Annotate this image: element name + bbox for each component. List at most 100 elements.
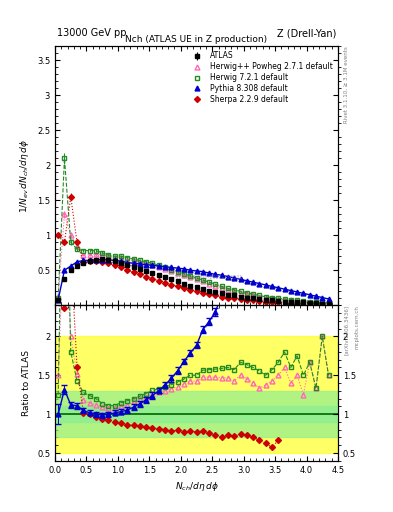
Herwig++ Powheg 2.7.1 default (138, 259, 142, 265)
Herwig++ Powheg 2.7.1 default (62, 211, 67, 217)
Sherpa 2.2.9 default (207, 291, 211, 297)
Herwig++ Powheg 2.7.1 default (194, 276, 199, 283)
Pythia 8.308 default (238, 276, 243, 283)
Title: Nch (ATLAS UE in Z production): Nch (ATLAS UE in Z production) (125, 35, 268, 44)
Pythia 8.308 default (138, 261, 142, 267)
Sherpa 2.2.9 default (119, 264, 123, 270)
Herwig++ Powheg 2.7.1 default (207, 281, 211, 287)
Herwig++ Powheg 2.7.1 default (150, 262, 155, 268)
Herwig++ Powheg 2.7.1 default (251, 292, 255, 298)
Pythia 8.308 default (131, 260, 136, 266)
Pythia 8.308 default (288, 288, 293, 294)
Herwig 7.2.1 default (131, 256, 136, 262)
Sherpa 2.2.9 default (131, 269, 136, 275)
Herwig 7.2.1 default (75, 246, 79, 252)
Herwig 7.2.1 default (144, 259, 149, 265)
Herwig++ Powheg 2.7.1 default (257, 294, 262, 300)
Sherpa 2.2.9 default (226, 294, 230, 301)
Herwig++ Powheg 2.7.1 default (270, 295, 274, 302)
Pythia 8.308 default (257, 281, 262, 287)
Pythia 8.308 default (94, 257, 98, 263)
Herwig 7.2.1 default (87, 248, 92, 254)
Sherpa 2.2.9 default (200, 290, 205, 296)
Sherpa 2.2.9 default (75, 239, 79, 245)
Pythia 8.308 default (100, 257, 105, 263)
Herwig 7.2.1 default (56, 295, 61, 302)
Herwig++ Powheg 2.7.1 default (175, 270, 180, 276)
Line: Pythia 8.308 default: Pythia 8.308 default (56, 258, 331, 302)
Sherpa 2.2.9 default (251, 297, 255, 304)
Sherpa 2.2.9 default (270, 300, 274, 306)
Pythia 8.308 default (188, 267, 193, 273)
Herwig++ Powheg 2.7.1 default (320, 300, 325, 306)
Sherpa 2.2.9 default (188, 287, 193, 293)
Herwig 7.2.1 default (68, 239, 73, 245)
Herwig 7.2.1 default (226, 285, 230, 291)
Herwig++ Powheg 2.7.1 default (244, 291, 249, 297)
Pythia 8.308 default (320, 294, 325, 301)
Text: mcplots.cern.ch: mcplots.cern.ch (355, 305, 360, 349)
Herwig 7.2.1 default (81, 248, 86, 254)
Herwig++ Powheg 2.7.1 default (276, 296, 281, 302)
Line: Sherpa 2.2.9 default: Sherpa 2.2.9 default (56, 195, 280, 305)
Sherpa 2.2.9 default (263, 298, 268, 305)
Herwig++ Powheg 2.7.1 default (68, 232, 73, 238)
Pythia 8.308 default (182, 266, 186, 272)
Herwig 7.2.1 default (320, 300, 325, 306)
Line: Herwig 7.2.1 default: Herwig 7.2.1 default (56, 156, 331, 306)
Herwig++ Powheg 2.7.1 default (144, 260, 149, 266)
Sherpa 2.2.9 default (232, 295, 237, 302)
Pythia 8.308 default (213, 271, 218, 278)
Sherpa 2.2.9 default (144, 273, 149, 280)
Sherpa 2.2.9 default (175, 283, 180, 289)
Herwig++ Powheg 2.7.1 default (112, 254, 117, 261)
Herwig++ Powheg 2.7.1 default (100, 252, 105, 258)
Pythia 8.308 default (56, 296, 61, 303)
Herwig 7.2.1 default (156, 262, 161, 268)
Pythia 8.308 default (112, 258, 117, 264)
Herwig++ Powheg 2.7.1 default (263, 294, 268, 301)
Line: Herwig++ Powheg 2.7.1 default: Herwig++ Powheg 2.7.1 default (56, 212, 331, 306)
Herwig 7.2.1 default (251, 291, 255, 297)
Herwig++ Powheg 2.7.1 default (125, 257, 130, 263)
Herwig 7.2.1 default (163, 264, 167, 270)
Herwig++ Powheg 2.7.1 default (163, 266, 167, 272)
Y-axis label: Ratio to ATLAS: Ratio to ATLAS (22, 350, 31, 416)
Pythia 8.308 default (295, 289, 299, 295)
Sherpa 2.2.9 default (100, 259, 105, 265)
Herwig++ Powheg 2.7.1 default (326, 300, 331, 306)
Herwig++ Powheg 2.7.1 default (307, 298, 312, 305)
Pythia 8.308 default (207, 270, 211, 276)
Herwig 7.2.1 default (301, 298, 306, 304)
Herwig 7.2.1 default (276, 295, 281, 302)
Pythia 8.308 default (307, 292, 312, 298)
Pythia 8.308 default (75, 259, 79, 265)
Pythia 8.308 default (270, 283, 274, 289)
Sherpa 2.2.9 default (163, 280, 167, 286)
Pythia 8.308 default (226, 273, 230, 280)
Herwig++ Powheg 2.7.1 default (131, 258, 136, 264)
Text: Z (Drell-Yan): Z (Drell-Yan) (277, 28, 336, 38)
Sherpa 2.2.9 default (182, 285, 186, 291)
Herwig++ Powheg 2.7.1 default (301, 298, 306, 305)
Sherpa 2.2.9 default (257, 298, 262, 304)
Sherpa 2.2.9 default (81, 259, 86, 265)
Herwig 7.2.1 default (94, 248, 98, 254)
Herwig++ Powheg 2.7.1 default (182, 272, 186, 278)
Sherpa 2.2.9 default (156, 278, 161, 284)
Herwig++ Powheg 2.7.1 default (219, 285, 224, 291)
Herwig 7.2.1 default (200, 277, 205, 283)
Sherpa 2.2.9 default (56, 232, 61, 238)
Herwig 7.2.1 default (282, 296, 287, 302)
Pythia 8.308 default (244, 278, 249, 284)
Herwig 7.2.1 default (150, 260, 155, 266)
Sherpa 2.2.9 default (87, 258, 92, 264)
Pythia 8.308 default (156, 263, 161, 269)
Sherpa 2.2.9 default (150, 275, 155, 282)
Sherpa 2.2.9 default (106, 260, 111, 266)
Sherpa 2.2.9 default (238, 296, 243, 302)
Herwig++ Powheg 2.7.1 default (119, 255, 123, 262)
Herwig 7.2.1 default (219, 283, 224, 289)
Pythia 8.308 default (326, 296, 331, 302)
Herwig 7.2.1 default (62, 155, 67, 161)
